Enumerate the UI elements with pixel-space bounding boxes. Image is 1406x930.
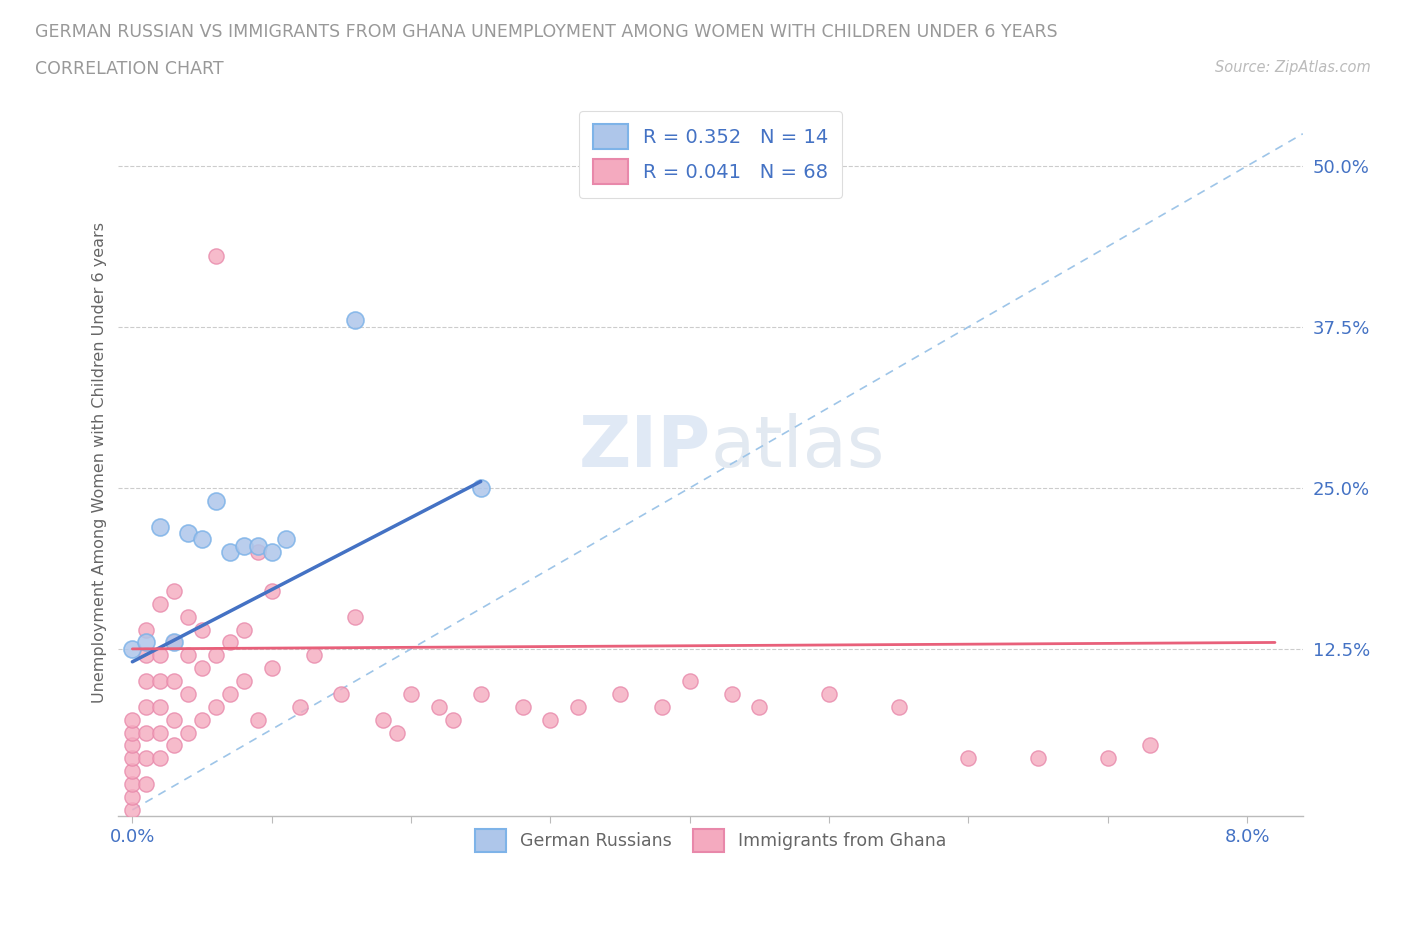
Point bbox=[748, 699, 770, 714]
Point bbox=[1026, 751, 1049, 765]
Point bbox=[149, 673, 172, 688]
Point bbox=[219, 635, 242, 650]
Point bbox=[219, 545, 242, 560]
Point bbox=[191, 712, 214, 727]
Point bbox=[121, 790, 143, 804]
Point bbox=[121, 764, 143, 778]
Point bbox=[651, 699, 673, 714]
Point bbox=[177, 686, 200, 701]
Point bbox=[399, 686, 422, 701]
Point bbox=[1139, 738, 1161, 753]
Point bbox=[163, 712, 186, 727]
Text: atlas: atlas bbox=[710, 414, 884, 483]
Text: CORRELATION CHART: CORRELATION CHART bbox=[35, 60, 224, 78]
Point bbox=[512, 699, 534, 714]
Point bbox=[135, 777, 157, 791]
Point bbox=[302, 648, 325, 663]
Point bbox=[246, 712, 269, 727]
Text: GERMAN RUSSIAN VS IMMIGRANTS FROM GHANA UNEMPLOYMENT AMONG WOMEN WITH CHILDREN U: GERMAN RUSSIAN VS IMMIGRANTS FROM GHANA … bbox=[35, 23, 1057, 41]
Point bbox=[121, 777, 143, 791]
Point bbox=[260, 661, 283, 676]
Point bbox=[232, 622, 254, 637]
Point bbox=[163, 673, 186, 688]
Point bbox=[344, 609, 367, 624]
Point bbox=[163, 635, 186, 650]
Point bbox=[887, 699, 910, 714]
Point bbox=[470, 686, 492, 701]
Point bbox=[246, 538, 269, 553]
Point bbox=[818, 686, 841, 701]
Point bbox=[135, 635, 157, 650]
Point bbox=[135, 699, 157, 714]
Point bbox=[149, 596, 172, 611]
Point bbox=[205, 248, 228, 263]
Point bbox=[191, 661, 214, 676]
Point bbox=[149, 519, 172, 534]
Point bbox=[720, 686, 742, 701]
Point bbox=[441, 712, 464, 727]
Point bbox=[330, 686, 353, 701]
Point bbox=[957, 751, 980, 765]
Point bbox=[470, 481, 492, 496]
Point bbox=[163, 738, 186, 753]
Point bbox=[205, 493, 228, 508]
Point bbox=[246, 545, 269, 560]
Point bbox=[177, 609, 200, 624]
Point bbox=[149, 699, 172, 714]
Point bbox=[232, 538, 254, 553]
Point bbox=[288, 699, 311, 714]
Point bbox=[149, 648, 172, 663]
Point bbox=[135, 673, 157, 688]
Point bbox=[121, 751, 143, 765]
Point bbox=[177, 725, 200, 740]
Point bbox=[163, 635, 186, 650]
Point bbox=[344, 313, 367, 328]
Point bbox=[121, 738, 143, 753]
Point bbox=[177, 648, 200, 663]
Point bbox=[191, 532, 214, 547]
Point bbox=[219, 686, 242, 701]
Point bbox=[121, 712, 143, 727]
Point bbox=[1097, 751, 1119, 765]
Point bbox=[373, 712, 395, 727]
Point bbox=[163, 583, 186, 598]
Point bbox=[135, 648, 157, 663]
Point bbox=[191, 622, 214, 637]
Point bbox=[149, 751, 172, 765]
Point bbox=[567, 699, 589, 714]
Point bbox=[232, 673, 254, 688]
Point bbox=[385, 725, 408, 740]
Point bbox=[121, 642, 143, 657]
Point bbox=[135, 725, 157, 740]
Point bbox=[609, 686, 631, 701]
Point bbox=[274, 532, 297, 547]
Text: ZIP: ZIP bbox=[578, 414, 710, 483]
Point bbox=[135, 751, 157, 765]
Point bbox=[121, 725, 143, 740]
Y-axis label: Unemployment Among Women with Children Under 6 years: Unemployment Among Women with Children U… bbox=[93, 221, 107, 703]
Point bbox=[121, 803, 143, 817]
Point bbox=[135, 622, 157, 637]
Point bbox=[205, 648, 228, 663]
Point bbox=[260, 545, 283, 560]
Point bbox=[205, 699, 228, 714]
Point bbox=[177, 525, 200, 540]
Point bbox=[427, 699, 450, 714]
Point bbox=[538, 712, 561, 727]
Point bbox=[149, 725, 172, 740]
Legend: German Russians, Immigrants from Ghana: German Russians, Immigrants from Ghana bbox=[468, 822, 953, 858]
Point bbox=[260, 583, 283, 598]
Point bbox=[679, 673, 702, 688]
Text: Source: ZipAtlas.com: Source: ZipAtlas.com bbox=[1215, 60, 1371, 75]
